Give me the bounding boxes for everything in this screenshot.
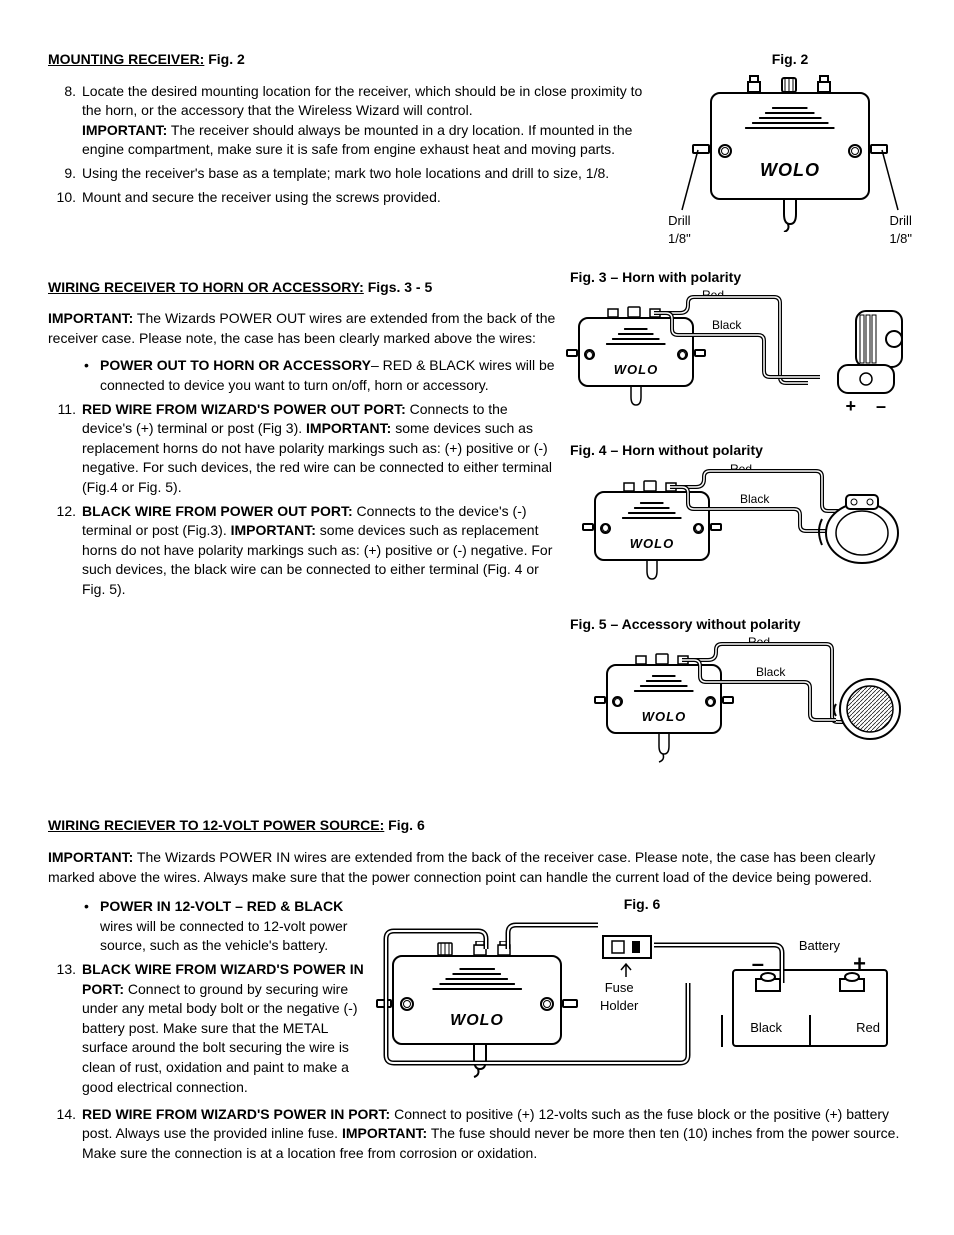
figure-6: Fig. 6 WOLO bbox=[378, 895, 906, 1105]
important-label: IMPORTANT: bbox=[231, 522, 316, 538]
important-label: IMPORTANT: bbox=[48, 849, 133, 865]
wolo-logo: WOLO bbox=[712, 158, 868, 183]
list-number: 10. bbox=[48, 188, 82, 208]
list-bold: BLACK WIRE FROM POWER OUT PORT: bbox=[82, 503, 353, 519]
section1-heading-underline: MOUNTING RECEIVER: bbox=[48, 51, 204, 67]
section3-heading-rest: Fig. 6 bbox=[384, 817, 424, 833]
important-label: IMPORTANT: bbox=[48, 310, 133, 326]
bullet-item: • POWER OUT TO HORN OR ACCESSORY– RED & … bbox=[84, 356, 558, 395]
list-body: Mount and secure the receiver using the … bbox=[82, 188, 664, 208]
list-item: 14. RED WIRE FROM WIZARD'S POWER IN PORT… bbox=[48, 1105, 906, 1164]
section3-list-partial: 13. BLACK WIRE FROM WIZARD'S POWER IN PO… bbox=[48, 960, 368, 1097]
bullet-dot-icon: • bbox=[84, 356, 100, 395]
fig3-minus: – bbox=[876, 394, 886, 419]
list-number: 11. bbox=[48, 400, 82, 498]
fig6-wires bbox=[378, 915, 898, 1105]
important-label: IMPORTANT: bbox=[306, 420, 391, 436]
list-body: Using the receiver's base as a template;… bbox=[82, 164, 664, 184]
list-number: 8. bbox=[48, 82, 82, 160]
section2-heading: WIRING RECEIVER TO HORN OR ACCESSORY: Fi… bbox=[48, 278, 558, 298]
fig6-title: Fig. 6 bbox=[378, 895, 906, 915]
screw-icon bbox=[718, 144, 732, 158]
bullet-item: • POWER IN 12-VOLT – RED & BLACK wires w… bbox=[84, 897, 368, 956]
fig2-drill-right: Drill 1/8" bbox=[889, 212, 912, 248]
list-item: 13. BLACK WIRE FROM WIZARD'S POWER IN PO… bbox=[48, 960, 368, 1097]
fig2-drill-left: Drill 1/8" bbox=[668, 212, 691, 248]
section1-heading-rest: Fig. 2 bbox=[204, 51, 244, 67]
section3-list-rest: 14. RED WIRE FROM WIZARD'S POWER IN PORT… bbox=[48, 1105, 906, 1164]
fig4-horn-icon bbox=[812, 489, 902, 569]
figure-4: Fig. 4 – Horn without polarity Red Black… bbox=[570, 441, 906, 601]
list-number: 14. bbox=[48, 1105, 82, 1164]
mount-tab bbox=[692, 144, 710, 154]
fig3-title: Fig. 3 – Horn with polarity bbox=[570, 268, 906, 288]
important-label: IMPORTANT: bbox=[342, 1125, 427, 1141]
section2-heading-underline: WIRING RECEIVER TO HORN OR ACCESSORY: bbox=[48, 279, 364, 295]
bullet-rest: wires will be connected to 12-volt power… bbox=[100, 918, 347, 954]
figure-3: Fig. 3 – Horn with polarity Red Black WO… bbox=[570, 268, 906, 428]
fig2-wiretail bbox=[778, 200, 802, 232]
list-item: 12. BLACK WIRE FROM POWER OUT PORT: Conn… bbox=[48, 502, 558, 600]
figure-5: Fig. 5 – Accessory without polarity Red … bbox=[570, 615, 906, 785]
list-item: 11. RED WIRE FROM WIZARD'S POWER OUT POR… bbox=[48, 400, 558, 498]
section2-list: 11. RED WIRE FROM WIZARD'S POWER OUT POR… bbox=[48, 400, 558, 600]
fig4-title: Fig. 4 – Horn without polarity bbox=[570, 441, 906, 461]
screw-icon bbox=[848, 144, 862, 158]
list-body: BLACK WIRE FROM POWER OUT PORT: Connects… bbox=[82, 502, 558, 600]
list-rest: Connect to ground by securing wire under… bbox=[82, 981, 358, 1095]
list-body: RED WIRE FROM WIZARD'S POWER OUT PORT: C… bbox=[82, 400, 558, 498]
list-text: Locate the desired mounting location for… bbox=[82, 83, 642, 119]
section1-list: 8. Locate the desired mounting location … bbox=[48, 82, 664, 208]
list-number: 12. bbox=[48, 502, 82, 600]
bullet-bold: POWER OUT TO HORN OR ACCESSORY bbox=[100, 357, 371, 373]
fig3-plus: + bbox=[845, 394, 856, 419]
list-number: 13. bbox=[48, 960, 82, 1097]
list-body: RED WIRE FROM WIZARD'S POWER IN PORT: Co… bbox=[82, 1105, 906, 1164]
important-label: IMPORTANT: bbox=[82, 122, 167, 138]
list-bold: RED WIRE FROM WIZARD'S POWER IN PORT: bbox=[82, 1106, 390, 1122]
list-item: 9. Using the receiver's base as a templa… bbox=[48, 164, 664, 184]
section3-heading-underline: WIRING RECIEVER TO 12-VOLT POWER SOURCE: bbox=[48, 817, 384, 833]
section1-heading: MOUNTING RECEIVER: Fig. 2 bbox=[48, 50, 664, 70]
section2-heading-rest: Figs. 3 - 5 bbox=[364, 279, 432, 295]
section3-intro: IMPORTANT: The Wizards POWER IN wires ar… bbox=[48, 848, 906, 887]
important-text: The Wizards POWER IN wires are extended … bbox=[48, 849, 875, 885]
fig2-top-connectors bbox=[744, 74, 834, 94]
list-bold: RED WIRE FROM WIZARD'S POWER OUT PORT: bbox=[82, 401, 406, 417]
bullet-bold: POWER IN 12-VOLT – RED & BLACK bbox=[100, 898, 343, 914]
fig2-title: Fig. 2 bbox=[674, 50, 906, 70]
list-body: BLACK WIRE FROM WIZARD'S POWER IN PORT: … bbox=[82, 960, 368, 1097]
mount-tab bbox=[870, 144, 888, 154]
list-body: Locate the desired mounting location for… bbox=[82, 82, 664, 160]
list-item: 8. Locate the desired mounting location … bbox=[48, 82, 664, 160]
list-number: 9. bbox=[48, 164, 82, 184]
fig3-horn-icon bbox=[810, 301, 906, 401]
fig5-title: Fig. 5 – Accessory without polarity bbox=[570, 615, 906, 635]
fig5-accessory-icon bbox=[832, 674, 902, 744]
figure-2: Fig. 2 WOLO bbox=[674, 50, 906, 250]
list-item: 10. Mount and secure the receiver using … bbox=[48, 188, 664, 208]
section3-heading: WIRING RECIEVER TO 12-VOLT POWER SOURCE:… bbox=[48, 816, 906, 836]
section2-intro: IMPORTANT: The Wizards POWER OUT wires a… bbox=[48, 309, 558, 348]
bullet-dot-icon: • bbox=[84, 897, 100, 956]
